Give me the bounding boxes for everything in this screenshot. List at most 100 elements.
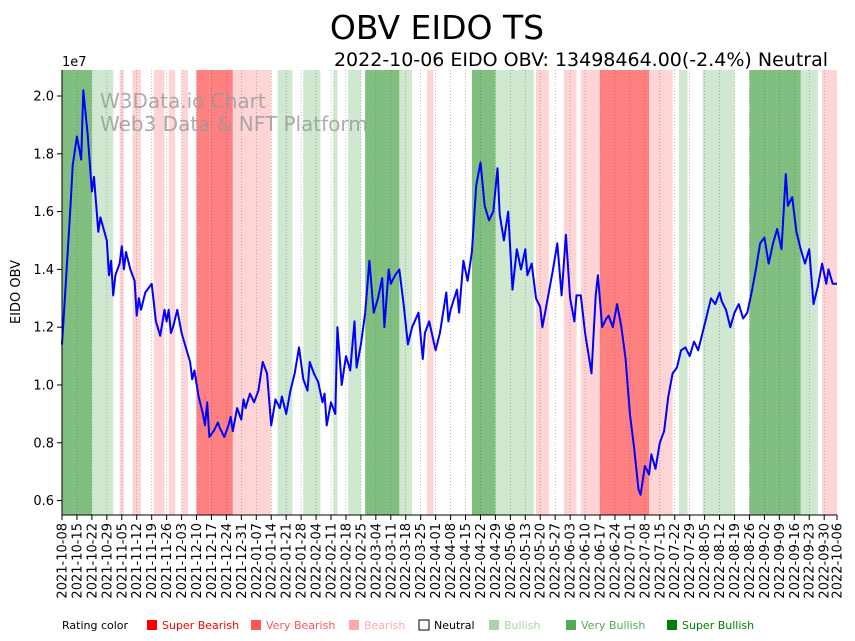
- y-axis-label: EIDO OBV: [9, 260, 24, 324]
- x-tick-label: 2022-02-18: [339, 523, 354, 599]
- x-tick-label: 2022-02-04: [310, 523, 325, 599]
- rating-band: [749, 70, 801, 515]
- x-tick-label: 2022-05-13: [519, 523, 534, 599]
- x-tick-label: 2022-08-19: [728, 523, 743, 599]
- rating-band: [196, 70, 210, 515]
- x-tick-label: 2022-06-03: [564, 523, 579, 599]
- x-tick-label: 2022-04-29: [489, 523, 504, 599]
- y-tick-label: 1.8: [33, 147, 54, 162]
- x-tick-label: 2022-04-01: [429, 523, 444, 599]
- rating-band: [168, 70, 176, 515]
- obv-series-line: [61, 89, 837, 496]
- x-tick-label: 2021-12-10: [190, 523, 205, 599]
- x-tick-label: 2022-07-08: [638, 523, 653, 599]
- x-tick-label: 2022-07-29: [683, 523, 698, 599]
- x-tick-label: 2022-06-24: [608, 523, 623, 599]
- x-tick-label: 2022-01-14: [265, 523, 280, 599]
- x-tick-label: 2022-03-04: [369, 523, 384, 599]
- legend-item-label: Bearish: [364, 619, 405, 632]
- x-tick-label: 2021-10-08: [56, 523, 71, 599]
- x-tick-label: 2022-09-02: [758, 523, 773, 599]
- x-tick-label: 2021-10-29: [100, 523, 115, 599]
- rating-band: [303, 70, 321, 515]
- rating-band: [822, 70, 837, 515]
- x-tick-label: 2022-05-20: [534, 523, 549, 599]
- x-tick-label: 2022-09-16: [788, 523, 803, 599]
- legend-swatch: [147, 620, 157, 630]
- x-tick-label: 2022-01-28: [295, 523, 310, 599]
- x-tick-label: 2022-09-09: [773, 523, 788, 599]
- y-tick-label: 1.0: [33, 378, 54, 393]
- x-tick-label: 2022-04-15: [459, 523, 474, 599]
- x-tick-label: 2021-12-24: [220, 523, 235, 599]
- legend-item-label: Very Bullish: [581, 619, 645, 632]
- x-tick-label: 2022-09-30: [818, 523, 833, 599]
- x-tick-label: 2022-01-21: [280, 523, 295, 599]
- x-tick-label: 2022-05-27: [549, 523, 564, 599]
- rating-band: [333, 70, 338, 515]
- rating-band: [209, 70, 233, 515]
- legend-label: Rating color: [62, 619, 129, 632]
- rating-band: [580, 70, 601, 515]
- rating-band: [181, 70, 188, 515]
- rating-band: [649, 70, 673, 515]
- rating-band: [153, 70, 165, 515]
- rating-band: [495, 70, 534, 515]
- watermark-line-2: Web3 Data & NFT Platform: [100, 112, 368, 136]
- legend-swatch: [667, 620, 677, 630]
- legend-swatch: [251, 620, 261, 630]
- chart-title: OBV EIDO TS: [330, 8, 544, 47]
- rating-band: [471, 70, 496, 515]
- x-tick-label: 2022-10-06: [831, 523, 846, 599]
- legend-item-label: Super Bullish: [682, 619, 754, 632]
- y-axis-multiplier: 1e7: [62, 55, 87, 70]
- legend-item-label: Neutral: [434, 619, 475, 632]
- x-tick-label: 2022-07-01: [623, 523, 638, 599]
- x-tick-label: 2021-12-17: [205, 523, 220, 599]
- x-tick-label: 2022-06-10: [579, 523, 594, 599]
- x-tick-label: 2022-06-17: [594, 523, 609, 599]
- legend-swatch: [566, 620, 576, 630]
- x-tick-label: 2022-02-11: [325, 523, 340, 599]
- x-tick-label: 2021-11-12: [130, 523, 145, 599]
- x-tick-label: 2021-11-26: [160, 523, 175, 599]
- y-tick-label: 0.8: [33, 436, 54, 451]
- x-tick-label: 2022-08-12: [713, 523, 728, 599]
- rating-band: [232, 70, 272, 515]
- rating-band: [427, 70, 434, 515]
- x-tick-label: 2022-03-11: [384, 523, 399, 599]
- x-tick-label: 2021-11-19: [145, 523, 160, 599]
- rating-band: [535, 70, 549, 515]
- x-tick-label: 2021-10-22: [85, 523, 100, 599]
- x-tick-label: 2022-05-06: [504, 523, 519, 599]
- chart-subtitle: 2022-10-06 EIDO OBV: 13498464.00(-2.4%) …: [334, 49, 828, 71]
- rating-legend: Rating color Super Bearish Very Bearish Be…: [62, 619, 754, 632]
- legend-item-label: Very Bearish: [266, 619, 335, 632]
- y-tick-label: 1.4: [33, 263, 54, 278]
- x-tick-label: 2022-08-26: [743, 523, 758, 599]
- legend-swatch: [418, 619, 430, 631]
- x-tick-label: 2022-04-08: [444, 523, 459, 599]
- x-tick-label: 2022-07-15: [653, 523, 668, 599]
- x-tick-label: 2022-07-22: [668, 523, 683, 599]
- x-tick-label: 2022-03-25: [414, 523, 429, 599]
- rating-band: [600, 70, 650, 515]
- rating-band: [277, 70, 293, 515]
- x-tick-label: 2022-01-07: [250, 523, 265, 599]
- x-tick-label: 2022-04-22: [474, 523, 489, 599]
- x-tick-label: 2021-12-03: [175, 523, 190, 599]
- x-tick-label: 2021-10-15: [70, 523, 85, 599]
- rating-band: [702, 70, 735, 515]
- y-tick-label: 2.0: [33, 90, 54, 105]
- y-axis-ticks: 0.6 0.8 1.0 1.2 1.4 1.6 1.8 2.0: [33, 90, 62, 509]
- x-tick-label: 2022-09-23: [803, 523, 818, 599]
- legend-item-label: Bullish: [504, 619, 540, 632]
- y-tick-label: 1.2: [33, 321, 54, 336]
- rating-band: [348, 70, 361, 515]
- x-axis-ticks: 2021-10-08 2021-10-15 2021-10-22 2021-10-29…: [56, 515, 846, 599]
- axes: [61, 70, 837, 516]
- rating-band: [679, 70, 688, 515]
- legend-swatch: [349, 620, 359, 630]
- y-tick-label: 1.6: [33, 205, 54, 220]
